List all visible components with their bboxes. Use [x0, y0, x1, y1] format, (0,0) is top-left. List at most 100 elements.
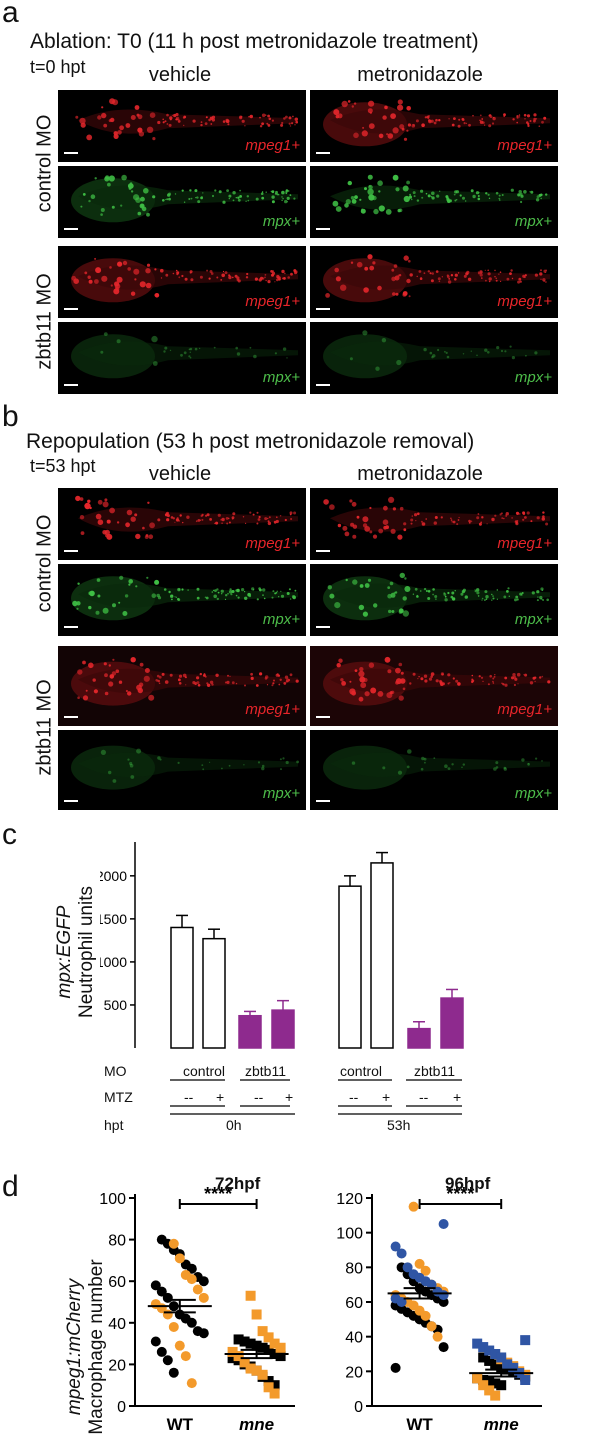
cell-dot — [399, 506, 404, 511]
scale-bar — [316, 550, 330, 552]
cell-dot — [417, 678, 419, 680]
cell-dot — [519, 116, 521, 118]
cell-dot — [351, 105, 354, 108]
data-point — [168, 1321, 179, 1332]
cell-dot — [447, 682, 450, 685]
cell-dot — [149, 112, 156, 118]
cell-dot — [146, 126, 154, 133]
data-point — [180, 1351, 191, 1362]
cell-dot — [441, 276, 443, 278]
cell-dot — [359, 667, 364, 672]
cell-dot — [393, 264, 398, 268]
cell-dot — [416, 275, 418, 278]
cell-dot — [456, 199, 458, 201]
cell-dot — [540, 193, 543, 197]
data-point — [508, 1362, 519, 1373]
cell-dot — [77, 582, 80, 585]
cell-dot — [447, 591, 450, 595]
cell-dot — [102, 607, 109, 614]
cell-dot — [447, 200, 451, 204]
cell-dot — [404, 586, 411, 592]
cell-dot — [522, 274, 526, 278]
cell-dot — [106, 519, 111, 524]
cell-dot — [267, 124, 271, 127]
cell-dot — [103, 123, 108, 128]
panel-b-col-vehicle: vehicle — [148, 463, 212, 485]
cell-dot — [257, 761, 261, 764]
hpt-group-label: 53h — [387, 1117, 411, 1133]
cell-dot — [288, 679, 291, 681]
cell-dot — [162, 199, 165, 202]
cell-dot — [457, 519, 460, 521]
bar — [202, 937, 226, 1049]
cell-dot — [214, 589, 217, 592]
cell-dot — [403, 522, 407, 526]
cell-dot — [281, 269, 285, 274]
cell-dot — [228, 590, 233, 594]
cell-dot — [408, 259, 411, 263]
cell-dot — [527, 122, 530, 126]
cell-dot — [418, 270, 422, 273]
data-point — [478, 1375, 489, 1385]
cell-dot — [441, 673, 444, 676]
data-point — [484, 1376, 495, 1387]
cell-dot — [363, 287, 369, 293]
marker-label: mpeg1+ — [245, 293, 300, 310]
cell-dot — [485, 598, 488, 600]
cell-dot — [378, 133, 384, 139]
cell-dot — [435, 679, 439, 683]
cell-dot — [152, 195, 156, 199]
fish-body — [78, 507, 298, 532]
cell-dot — [284, 518, 287, 522]
cell-dot — [265, 114, 267, 116]
cell-dot — [172, 272, 175, 275]
cell-dot — [155, 679, 158, 682]
data-point — [420, 1265, 431, 1276]
cell-dot — [112, 603, 116, 608]
cell-dot — [425, 192, 428, 195]
cell-dot — [427, 597, 431, 600]
cell-dot — [97, 519, 104, 525]
cell-dot — [349, 688, 356, 695]
cell-dot — [216, 597, 219, 601]
cell-dot — [535, 198, 540, 202]
cell-dot — [280, 594, 285, 598]
cell-dot — [451, 521, 453, 523]
cell-dot — [423, 757, 427, 761]
cell-dot — [451, 591, 455, 595]
cell-dot — [236, 588, 240, 593]
cell-dot — [169, 116, 173, 120]
cell-dot — [77, 696, 80, 699]
data-point — [490, 1359, 501, 1370]
cell-dot — [333, 109, 340, 116]
cell-dot — [283, 682, 287, 685]
cell-dot — [113, 131, 118, 136]
y-tick-label: 40 — [345, 1330, 363, 1347]
mo-group-label: zbtb11 — [245, 1063, 286, 1079]
cell-dot — [424, 116, 427, 119]
cell-dot — [289, 598, 292, 600]
cell-dot — [440, 683, 444, 686]
cell-dot — [196, 676, 200, 680]
cell-dot — [279, 758, 282, 761]
cell-dot — [211, 118, 215, 122]
cell-dot — [511, 277, 514, 280]
cell-dot — [274, 592, 277, 595]
cell-dot — [241, 119, 245, 123]
cell-dot — [485, 279, 487, 282]
cell-dot — [227, 123, 230, 126]
cell-dot — [459, 194, 462, 197]
panel-a-title: Ablation: T0 (11 h post metronidazole tr… — [30, 30, 479, 53]
cell-dot — [541, 760, 543, 762]
cell-dot — [489, 674, 492, 678]
cell-dot — [178, 674, 183, 678]
cell-dot — [541, 120, 544, 124]
cell-dot — [137, 211, 142, 216]
data-point — [263, 1382, 274, 1393]
cell-dot — [280, 768, 282, 771]
fish-body — [330, 583, 550, 608]
cell-dot — [261, 113, 266, 118]
cell-dot — [436, 194, 440, 198]
scale-bar — [64, 228, 78, 230]
cell-dot — [435, 118, 438, 122]
